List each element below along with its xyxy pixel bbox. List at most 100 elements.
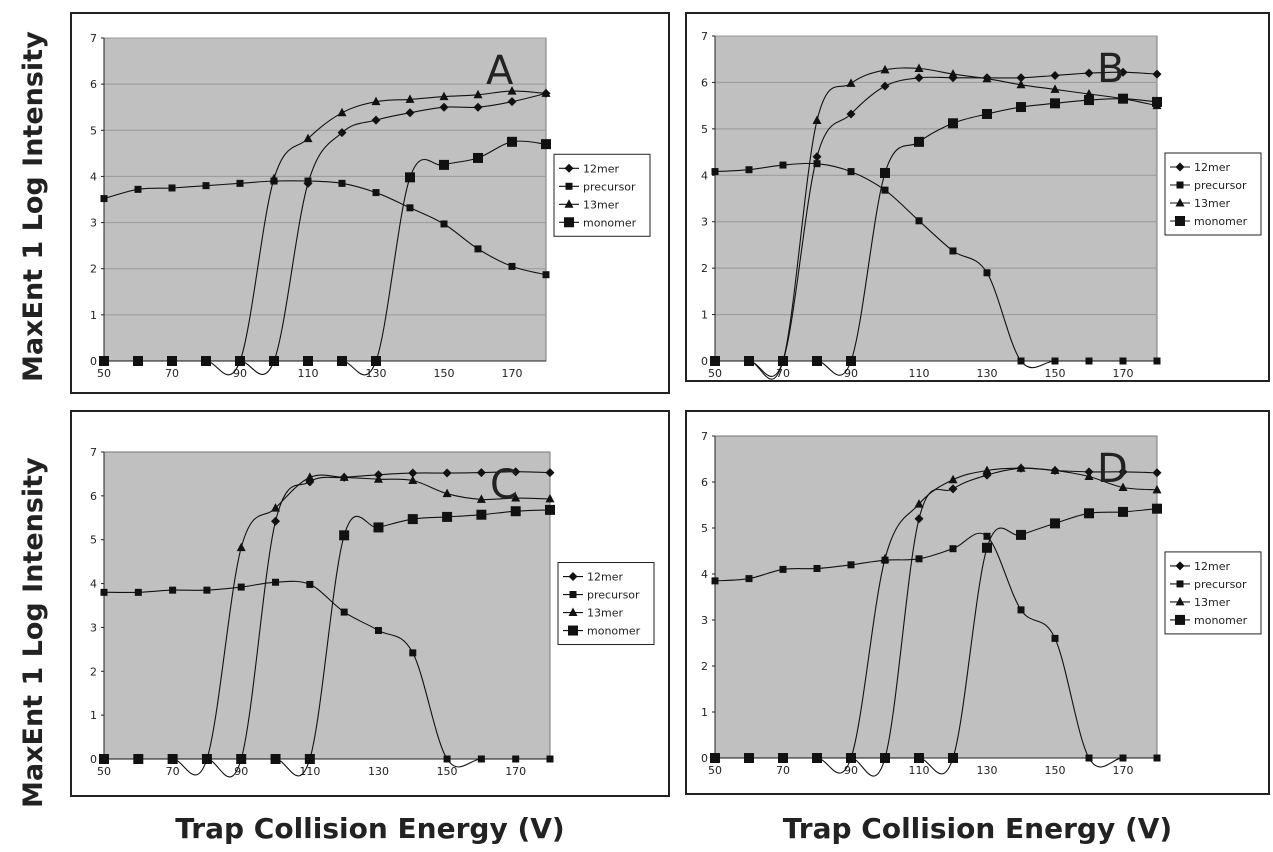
data-point-13mer [303, 133, 313, 143]
legend-marker-precursor [565, 182, 573, 190]
data-point-12mer [846, 109, 856, 119]
y-tick-label: 1 [701, 309, 708, 322]
data-point-precursor [1153, 754, 1161, 762]
x-tick-label: 130 [977, 764, 998, 777]
series-markers-monomer [99, 504, 555, 764]
series-line-precursor [714, 162, 1157, 369]
data-point-precursor [1017, 357, 1025, 365]
data-point-precursor [745, 166, 753, 174]
data-point-monomer [133, 356, 143, 366]
x-tick-label: 130 [977, 367, 998, 380]
data-point-precursor [306, 580, 314, 588]
data-point-13mer [339, 472, 349, 481]
legend-marker-precursor [1176, 181, 1184, 189]
legend-label: monomer [587, 625, 641, 638]
x-tick-label: 130 [366, 367, 387, 380]
series-markers-precursor [711, 160, 1161, 365]
data-point-monomer [167, 356, 177, 366]
legend: 12mer precursor 13mer monomer [1164, 152, 1262, 236]
data-point-precursor [1085, 357, 1093, 365]
data-point-monomer [982, 109, 992, 119]
data-point-monomer [270, 754, 281, 764]
x-tick-label: 50 [97, 765, 111, 778]
data-point-12mer [507, 97, 517, 107]
data-point-monomer [744, 753, 754, 763]
legend-marker-12mer [568, 572, 578, 582]
data-point-precursor [1085, 754, 1093, 762]
data-point-monomer [982, 542, 992, 553]
data-point-monomer [1084, 508, 1094, 519]
x-tick-label: 50 [708, 367, 722, 380]
data-point-precursor [813, 564, 821, 572]
data-point-12mer [439, 102, 449, 112]
legend-marker-precursor [1176, 580, 1184, 588]
data-point-precursor [1119, 357, 1127, 365]
chart-panel-c: 0 1 2 3 4 5 6 7 50 70 90 110 130 150 170 C 12mer precurso… [70, 410, 670, 797]
x-tick-label: 150 [434, 367, 455, 380]
data-point-monomer [710, 753, 720, 763]
data-point-12mer [812, 152, 822, 162]
legend-label: 12mer [1194, 161, 1230, 174]
data-point-monomer [373, 522, 384, 533]
data-point-13mer [982, 465, 992, 474]
data-point-precursor [949, 247, 957, 255]
y-tick-label: 4 [90, 578, 97, 591]
y-tick-label: 5 [701, 522, 708, 535]
data-point-precursor [338, 179, 346, 187]
legend-label: monomer [1194, 215, 1248, 228]
data-point-precursor [1051, 357, 1059, 365]
data-point-precursor [100, 195, 108, 203]
data-point-13mer [373, 474, 383, 483]
data-point-12mer [914, 514, 924, 524]
data-point-monomer [710, 356, 720, 366]
data-point-precursor [1051, 634, 1059, 642]
data-point-13mer [1152, 484, 1162, 494]
data-point-precursor [847, 168, 855, 176]
data-point-12mer [442, 468, 452, 478]
data-point-precursor [512, 755, 520, 763]
data-point-precursor [745, 575, 753, 583]
data-point-12mer [337, 128, 347, 138]
data-point-monomer [541, 139, 551, 150]
data-point-precursor [949, 545, 957, 553]
x-axis-label-left: Trap Collision Energy (V) [175, 812, 565, 845]
data-point-precursor [915, 217, 923, 225]
legend-label: precursor [587, 589, 640, 602]
x-tick-label: 110 [298, 367, 319, 380]
legend-label: monomer [583, 216, 637, 229]
data-point-monomer [405, 172, 415, 183]
data-point-monomer [1152, 96, 1162, 107]
data-point-precursor [711, 577, 719, 585]
data-point-precursor [372, 189, 380, 197]
data-point-12mer [511, 467, 521, 477]
series-line-monomer [103, 509, 551, 777]
data-point-monomer [1118, 506, 1128, 517]
x-tick-label: 50 [708, 764, 722, 777]
data-point-13mer [880, 553, 890, 563]
data-point-monomer [880, 167, 890, 178]
data-point-precursor [1153, 357, 1161, 365]
data-point-13mer [476, 494, 486, 503]
data-point-monomer [812, 753, 822, 763]
legend-label: 13mer [583, 198, 619, 211]
data-point-monomer [371, 356, 381, 366]
x-tick-label: 50 [97, 367, 111, 380]
data-point-precursor [406, 204, 414, 212]
data-point-13mer [473, 89, 483, 99]
plot-area [103, 37, 547, 362]
y-tick-label: 6 [701, 76, 708, 89]
data-point-monomer [948, 753, 958, 763]
data-point-13mer [271, 503, 281, 512]
data-point-13mer [1050, 84, 1060, 93]
y-tick-label: 2 [90, 665, 97, 678]
data-point-precursor [134, 185, 142, 193]
data-point-13mer [982, 73, 992, 83]
y-tick-label: 2 [90, 263, 97, 276]
y-tick-label: 1 [90, 709, 97, 722]
x-tick-label: 70 [776, 764, 790, 777]
data-point-precursor [340, 608, 348, 616]
legend: 12mer precursor 13mer monomer [557, 562, 655, 646]
legend-marker-13mer [564, 199, 574, 208]
data-point-12mer [271, 516, 281, 526]
series-markers-monomer [710, 93, 1162, 366]
